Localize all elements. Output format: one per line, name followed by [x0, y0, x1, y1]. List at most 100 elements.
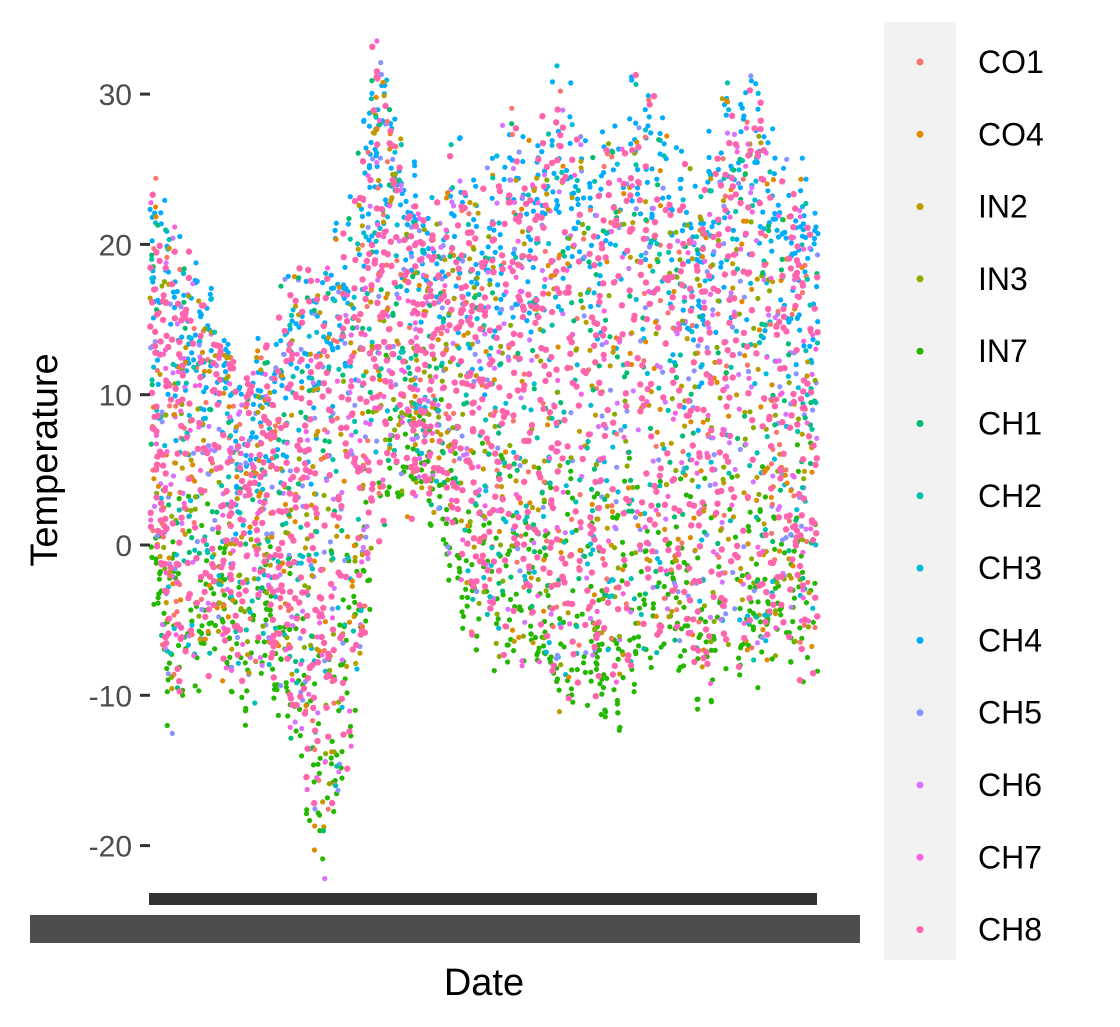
data-point	[187, 627, 195, 634]
data-point	[576, 566, 583, 573]
data-point	[762, 612, 768, 618]
data-point	[565, 610, 571, 616]
data-point	[772, 653, 779, 659]
data-point	[495, 445, 501, 451]
data-point	[224, 459, 231, 466]
data-point	[356, 251, 362, 258]
data-point	[714, 488, 721, 495]
data-point	[368, 96, 374, 102]
data-point	[384, 159, 390, 165]
data-point	[490, 506, 497, 514]
data-point	[255, 576, 261, 582]
data-point	[647, 263, 653, 269]
data-point	[345, 396, 352, 403]
data-point	[771, 396, 778, 403]
data-point	[509, 105, 515, 111]
data-point	[528, 329, 534, 335]
data-point	[667, 540, 673, 546]
data-point	[343, 424, 350, 431]
data-point	[750, 425, 757, 431]
data-point	[209, 526, 216, 532]
data-point	[520, 633, 527, 639]
data-point	[332, 227, 338, 233]
data-point	[614, 606, 622, 613]
data-point	[667, 211, 674, 218]
data-point	[476, 616, 482, 622]
data-point	[694, 608, 702, 615]
data-point	[473, 261, 479, 268]
data-point	[768, 494, 774, 500]
data-point	[149, 554, 155, 561]
data-point	[244, 380, 252, 388]
data-point	[455, 275, 462, 281]
data-point	[578, 525, 584, 531]
data-point	[520, 134, 526, 140]
data-point	[183, 344, 189, 351]
data-point	[406, 324, 413, 331]
data-point	[330, 556, 336, 562]
data-point	[752, 342, 758, 349]
data-point	[296, 456, 302, 462]
data-point	[612, 411, 618, 417]
data-point	[361, 117, 367, 123]
data-point	[522, 573, 528, 579]
data-point	[726, 470, 732, 476]
data-point	[482, 448, 488, 454]
data-point	[252, 700, 258, 706]
data-point	[493, 621, 500, 627]
data-point	[641, 358, 647, 364]
data-point	[172, 393, 178, 399]
data-point	[352, 418, 358, 424]
data-point	[479, 250, 485, 256]
data-point	[359, 276, 366, 283]
data-point	[555, 304, 562, 310]
data-point	[296, 446, 304, 453]
data-point	[602, 254, 609, 261]
data-point	[298, 346, 304, 352]
data-point	[451, 203, 457, 209]
data-point	[306, 556, 313, 563]
data-point	[367, 606, 373, 613]
data-point	[433, 365, 440, 371]
data-point	[316, 812, 323, 818]
data-point	[595, 619, 602, 626]
data-point	[779, 178, 786, 185]
data-point	[565, 459, 571, 465]
data-point	[238, 450, 244, 457]
data-point	[397, 202, 404, 208]
data-point	[162, 566, 168, 572]
data-point	[486, 451, 492, 457]
data-point	[508, 177, 514, 183]
data-point	[376, 538, 383, 545]
data-point	[613, 499, 619, 505]
data-point	[557, 88, 564, 94]
data-point	[339, 679, 347, 687]
data-point	[296, 275, 302, 281]
data-point	[742, 409, 748, 415]
data-point	[542, 346, 550, 353]
data-point	[595, 544, 603, 551]
data-point	[279, 382, 285, 389]
data-point	[770, 177, 777, 183]
data-point	[310, 718, 316, 724]
data-point	[496, 551, 502, 557]
data-point	[361, 568, 367, 574]
data-point	[469, 562, 475, 568]
data-point	[576, 576, 582, 582]
data-point	[311, 558, 318, 564]
data-point	[168, 481, 174, 487]
data-point	[778, 612, 784, 618]
data-point	[615, 273, 622, 280]
data-point	[785, 633, 793, 640]
data-point	[775, 234, 782, 240]
data-point	[180, 270, 187, 277]
data-point	[444, 429, 450, 435]
data-point	[741, 294, 748, 300]
data-point	[303, 773, 310, 781]
data-point	[510, 369, 518, 376]
data-point	[737, 185, 743, 191]
data-point	[810, 619, 816, 625]
data-point	[496, 580, 502, 586]
data-point	[678, 626, 685, 632]
data-point	[813, 400, 819, 406]
